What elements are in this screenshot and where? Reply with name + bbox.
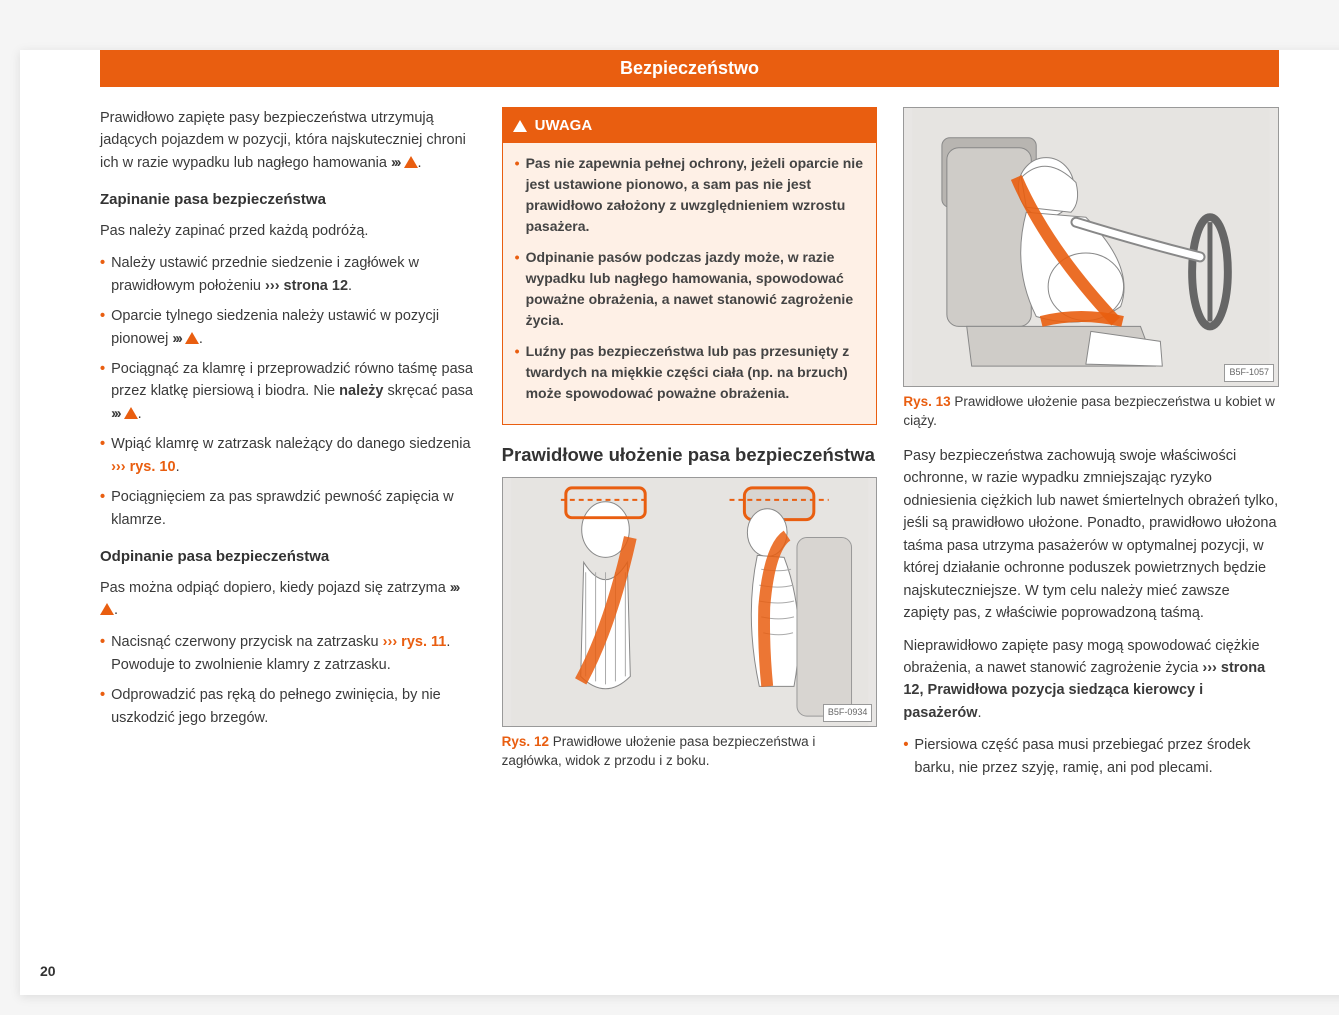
section-heading: Prawidłowe ułożenie pasa bezpieczeństwa [502,443,878,467]
figure-label: Rys. 13 [903,394,950,409]
bullet-text: Odprowadzić pas ręką do pełnego zwinięci… [111,684,476,729]
bullet-icon: • [100,486,105,531]
pregnant-driver-illustration [904,108,1278,386]
warning-bullet: • Pas nie zapewnia pełnej ochrony, jeżel… [515,153,865,237]
bullet-icon: • [515,341,520,404]
warning-header: UWAGA [503,108,877,143]
bullet-item: • Pociągnięciem za pas sprawdzić pewność… [100,486,476,531]
three-column-layout: Prawidłowo zapięte pasy bezpieczeństwa u… [20,87,1339,787]
chapter-header: Bezpieczeństwo [100,50,1279,87]
chevron-ref: ››› [172,331,181,347]
subheading-fastening: Zapinanie pasa bezpieczeństwa [100,188,476,211]
figure-code: B5F-1057 [1224,364,1274,382]
bullet-icon: • [100,305,105,350]
bullet-icon: • [100,252,105,297]
column-3: B5F-1057 Rys. 13 Prawidłowe ułożenie pas… [903,107,1279,787]
figure-caption-text: Prawidłowe ułożenie pasa bezpieczeństwa … [903,394,1275,428]
warning-body: • Pas nie zapewnia pełnej ochrony, jeżel… [503,143,877,424]
bullet-text: Nacisnąć czerwony przycisk na zatrzasku … [111,631,476,676]
column-1: Prawidłowo zapięte pasy bezpieczeństwa u… [100,107,476,787]
figure-12-illustration: B5F-0934 [502,477,878,727]
warning-bullet: • Luźny pas bezpieczeństwa lub pas przes… [515,341,865,404]
bullet-item: • Wpiąć klamrę w zatrzask należący do da… [100,433,476,478]
bullet-icon: • [100,433,105,478]
warning-triangle-icon [100,603,114,615]
bullet-text: Pociągnięciem za pas sprawdzić pewność z… [111,486,476,531]
figure-caption-text: Prawidłowe ułożenie pasa bezpieczeństwa … [502,734,816,768]
chevron-ref: ››› [111,406,120,422]
chevron-ref: ››› [450,580,459,596]
bullet-icon: • [903,734,908,779]
bullet-text: Oparcie tylnego siedzenia należy ustawić… [111,305,476,350]
bullet-item: • Pociągnąć za klamrę i przeprowadzić ró… [100,358,476,425]
bullet-icon: • [100,631,105,676]
bullet-icon: • [100,358,105,425]
warning-text: Odpinanie pasów podczas jazdy może, w ra… [526,247,865,331]
bullet-icon: • [515,153,520,237]
warning-triangle-icon [185,332,199,344]
figure-13-caption: Rys. 13 Prawidłowe ułożenie pasa bezpiec… [903,393,1279,431]
bullet-item: • Odprowadzić pas ręką do pełnego zwinię… [100,684,476,729]
figure-ref: ››› rys. 10 [111,459,175,475]
subheading-unfastening: Odpinanie pasa bezpieczeństwa [100,545,476,568]
figure-code: B5F-0934 [823,704,873,722]
bullet-text: Piersiowa część pasa musi przebiegać prz… [914,734,1279,779]
warning-triangle-icon [513,120,527,132]
column-2: UWAGA • Pas nie zapewnia pełnej ochrony,… [502,107,878,787]
bullet-text: Należy ustawić przednie siedzenie i zagł… [111,252,476,297]
bullet-icon: • [100,684,105,729]
figure-13-illustration: B5F-1057 [903,107,1279,387]
figure-12-caption: Rys. 12 Prawidłowe ułożenie pasa bezpiec… [502,733,878,771]
body-paragraph: Pasy bezpieczeństwa zachowują swoje właś… [903,445,1279,625]
body-paragraph: Nieprawidłowo zapięte pasy mogą spowodow… [903,635,1279,725]
bullet-icon: • [515,247,520,331]
figure-ref: ››› rys. 11 [383,634,447,650]
bullet-text: Pociągnąć za klamrę i przeprowadzić równ… [111,358,476,425]
warning-text: Pas nie zapewnia pełnej ochrony, jeżeli … [526,153,865,237]
warning-title: UWAGA [535,114,593,137]
warning-callout: UWAGA • Pas nie zapewnia pełnej ochrony,… [502,107,878,425]
warning-text: Luźny pas bezpieczeństwa lub pas przesun… [526,341,865,404]
seatbelt-skeleton-illustration [503,478,877,726]
warning-bullet: • Odpinanie pasów podczas jazdy może, w … [515,247,865,331]
warning-triangle-icon [404,156,418,168]
page-number: 20 [40,963,56,979]
bullet-item: • Należy ustawić przednie siedzenie i za… [100,252,476,297]
warning-triangle-icon [124,407,138,419]
chevron-ref: ››› [391,155,400,171]
page-ref: ››› strona 12 [265,278,348,294]
manual-page: Bezpieczeństwo Prawidłowo zapięte pasy b… [20,50,1339,995]
bullet-item: • Piersiowa część pasa musi przebiegać p… [903,734,1279,779]
unfasten-intro: Pas można odpiąć dopiero, kiedy pojazd s… [100,577,476,622]
bullet-item: • Oparcie tylnego siedzenia należy ustaw… [100,305,476,350]
figure-label: Rys. 12 [502,734,549,749]
bullet-item: • Nacisnąć czerwony przycisk na zatrzask… [100,631,476,676]
intro-paragraph: Prawidłowo zapięte pasy bezpieczeństwa u… [100,107,476,174]
bullet-text: Wpiąć klamrę w zatrzask należący do dane… [111,433,476,478]
fasten-intro: Pas należy zapinać przed każdą podróżą. [100,220,476,242]
